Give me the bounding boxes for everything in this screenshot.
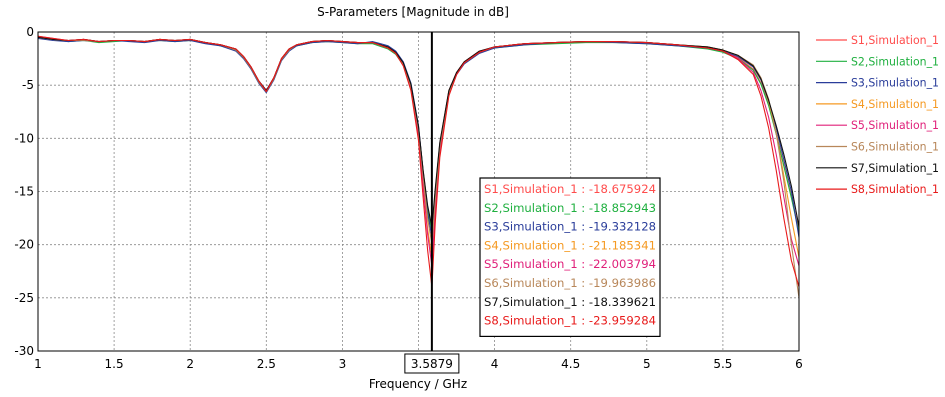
grid	[38, 32, 799, 351]
chart-title: S-Parameters [Magnitude in dB]	[317, 5, 509, 19]
x-tick-label: 4.5	[561, 357, 580, 371]
marker-label: 3.5879	[411, 357, 453, 371]
x-tick-label: 1	[34, 357, 42, 371]
y-tick-label: 0	[26, 25, 34, 39]
readout-row: S1,Simulation_1 : -18.675924	[484, 182, 656, 196]
x-axis-label: Frequency / GHz	[369, 377, 467, 391]
x-tick-label: 1.5	[105, 357, 124, 371]
readout-row: S7,Simulation_1 : -18.339621	[484, 295, 656, 309]
x-tick-label: 6	[795, 357, 803, 371]
readout-row: S3,Simulation_1 : -19.332128	[484, 220, 656, 234]
x-tick-label: 5	[643, 357, 651, 371]
legend-entry: S6,Simulation_1	[851, 140, 939, 154]
readout-row: S8,Simulation_1 : -23.959284	[484, 314, 656, 328]
y-tick-label: -20	[14, 238, 34, 252]
y-tick-label: -15	[14, 185, 34, 199]
legend-entry: S3,Simulation_1	[851, 76, 939, 90]
x-tick-label: 3	[339, 357, 347, 371]
legend-entry: S2,Simulation_1	[851, 54, 939, 68]
series-lines	[38, 36, 799, 298]
legend-entry: S8,Simulation_1	[851, 182, 939, 196]
readout-row: S4,Simulation_1 : -21.185341	[484, 238, 656, 252]
readout-row: S5,Simulation_1 : -22.003794	[484, 257, 656, 271]
readout-row: S2,Simulation_1 : -18.852943	[484, 201, 656, 215]
readout-row: S6,Simulation_1 : -19.963986	[484, 276, 656, 290]
frequency-marker[interactable]: 3.5879	[405, 32, 459, 373]
x-tick-label: 2	[186, 357, 194, 371]
x-tick-label: 2.5	[257, 357, 276, 371]
legend-entry: S5,Simulation_1	[851, 118, 939, 132]
legend-entry: S1,Simulation_1	[851, 33, 939, 47]
y-tick-label: -5	[22, 78, 34, 92]
marker-readout-box: S1,Simulation_1 : -18.675924 S2,Simulatio…	[480, 178, 660, 336]
y-tick-label: -25	[14, 291, 34, 305]
series-line-s5	[38, 36, 799, 266]
legend: S1,Simulation_1 S2,Simulation_1 S3,Simulat…	[816, 33, 939, 196]
y-tick-labels: 0 -5 -10 -15 -20 -25 -30	[14, 25, 34, 358]
y-tick-label: -30	[14, 344, 34, 358]
legend-entry: S4,Simulation_1	[851, 97, 939, 111]
legend-entry: S7,Simulation_1	[851, 161, 939, 175]
y-tick-label: -10	[14, 131, 34, 145]
x-tick-label: 4	[491, 357, 499, 371]
x-tick-label: 5.5	[713, 357, 732, 371]
